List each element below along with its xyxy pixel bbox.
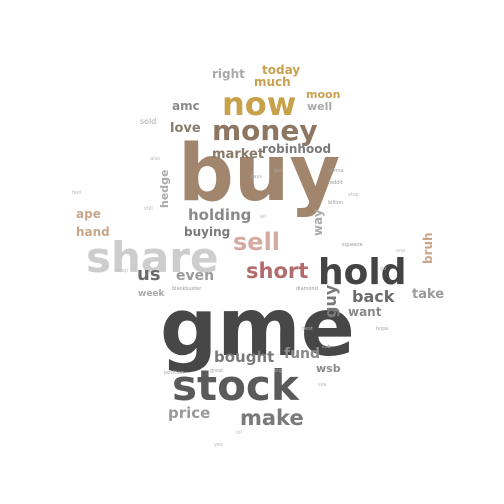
word-days: days — [250, 174, 262, 180]
word-sub: sub — [322, 344, 331, 350]
word-robinhood: robinhood — [262, 142, 331, 156]
word-wsb: wsb — [316, 362, 341, 375]
word-share: share — [86, 233, 218, 282]
word-position: position — [164, 370, 184, 376]
word-buying: buying — [184, 225, 230, 239]
word-want: want — [348, 305, 382, 319]
word-ape: ape — [76, 207, 101, 221]
word-keep: keep — [116, 268, 128, 274]
word-still: still — [144, 206, 153, 212]
word-holding: holding — [188, 206, 251, 224]
word-diamond: diamond — [296, 286, 318, 292]
word-hedge: hedge — [158, 170, 171, 209]
word-lol: lol — [236, 430, 242, 436]
word-money: money — [212, 114, 318, 147]
word-moon: moon — [306, 88, 340, 101]
word-let: let — [260, 214, 266, 220]
word-best: best — [302, 326, 313, 332]
word-stock: stock — [172, 361, 300, 410]
word-gonna: gonna — [328, 168, 344, 174]
word-go: go — [380, 266, 386, 272]
word-great: great — [210, 368, 223, 374]
word-big: big — [274, 368, 282, 374]
word-hold: hold — [318, 252, 406, 293]
word-one: one — [396, 248, 405, 254]
word-us: us — [137, 264, 161, 285]
word-way: way — [311, 209, 325, 236]
word-short: short — [246, 259, 308, 283]
word-make: make — [240, 406, 304, 430]
word-sell: sell — [233, 228, 280, 256]
word-back: back — [352, 287, 395, 306]
word-yes: yes — [214, 442, 223, 448]
word-bought: bought — [214, 348, 274, 366]
word-sold: sold — [140, 117, 156, 126]
word-gme: gme — [160, 281, 355, 374]
word-fund: fund — [284, 346, 320, 362]
word-even: even — [176, 268, 214, 284]
word-now: now — [222, 85, 296, 123]
word-reddit: reddit — [328, 180, 343, 186]
word-buy: buy — [178, 129, 340, 219]
word-right: right — [212, 67, 245, 81]
word-price: price — [168, 404, 210, 422]
word-week: week — [138, 289, 166, 299]
word-love: love — [170, 121, 201, 136]
word-market: market — [212, 147, 264, 162]
word-see: see — [318, 382, 327, 388]
word-got: got — [274, 168, 282, 174]
word-amc: amc — [172, 99, 200, 113]
word-feel: feel — [72, 190, 81, 196]
word-hand: hand — [76, 225, 110, 239]
word-squeeze: squeeze — [342, 242, 363, 248]
word-guy: guy — [321, 284, 340, 318]
word-well: well — [307, 100, 332, 113]
word-today: today — [262, 63, 300, 77]
word-blackbuster: blackbuster — [172, 286, 202, 292]
word-also: also — [150, 156, 160, 162]
word-much: much — [254, 75, 291, 89]
word-billion: billion — [328, 200, 343, 206]
word-take: take — [412, 287, 444, 302]
word-stop: stop — [348, 192, 359, 198]
word-hope: hope — [376, 326, 388, 332]
word-bruh: bruh — [421, 232, 435, 264]
